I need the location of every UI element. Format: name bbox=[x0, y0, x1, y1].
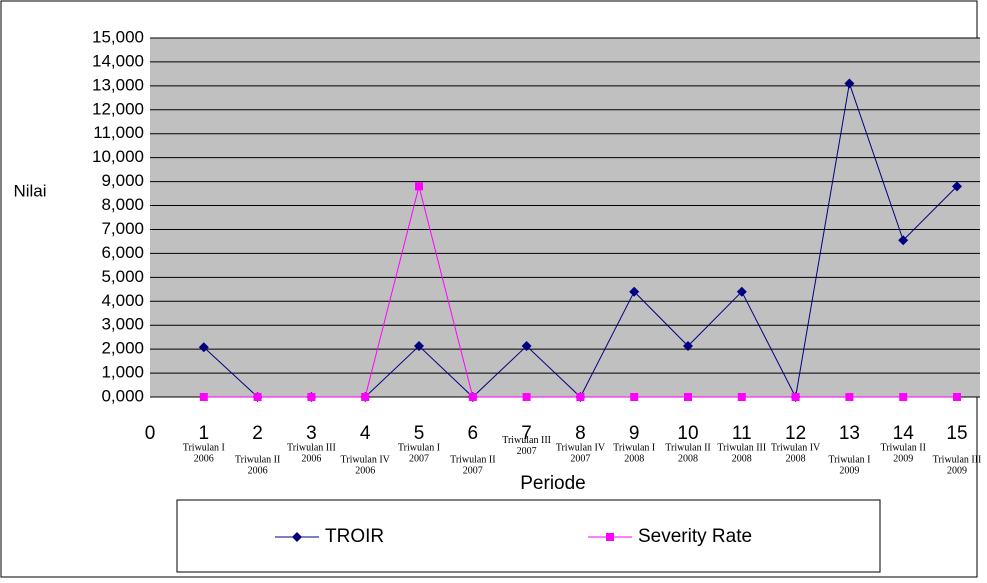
legend-marker bbox=[606, 533, 614, 541]
point bbox=[629, 286, 640, 297]
period-label: Triwulan IV bbox=[556, 442, 606, 453]
y-axis-title: Nilai bbox=[13, 181, 46, 200]
point bbox=[736, 286, 747, 297]
period-label: Triwulan I bbox=[613, 442, 655, 453]
period-label: 2007 bbox=[570, 453, 590, 464]
period-label: 2006 bbox=[355, 465, 375, 476]
y-tick-label: 14,000 bbox=[92, 51, 144, 70]
period-label: 2006 bbox=[248, 465, 268, 476]
period-label: Triwulan III bbox=[717, 442, 766, 453]
point bbox=[844, 78, 855, 89]
y-tick-label: 2,000 bbox=[101, 339, 144, 358]
period-label: 2006 bbox=[194, 453, 214, 464]
legend-label: Severity Rate bbox=[638, 526, 752, 547]
x-axis-title: Periode bbox=[520, 473, 586, 494]
y-tick-label: 10,000 bbox=[92, 147, 144, 166]
x-tick-label: 10 bbox=[677, 423, 698, 444]
x-tick-label: 1 bbox=[199, 423, 210, 444]
period-label: 2008 bbox=[678, 453, 698, 464]
y-tick-label: 4,000 bbox=[101, 291, 144, 310]
point bbox=[468, 393, 477, 401]
y-tick-label: 0,000 bbox=[101, 386, 144, 405]
x-tick-label: 9 bbox=[629, 423, 640, 444]
y-tick-label: 8,000 bbox=[101, 195, 144, 214]
point bbox=[361, 393, 370, 401]
x-tick-label: 13 bbox=[839, 423, 860, 444]
x-tick-label: 0 bbox=[145, 423, 156, 444]
period-label: 2008 bbox=[624, 453, 644, 464]
x-tick-label: 8 bbox=[575, 423, 586, 444]
x-tick-label: 4 bbox=[360, 423, 371, 444]
y-tick-label: 11,000 bbox=[93, 123, 144, 142]
period-label: Triwulan I bbox=[183, 442, 225, 453]
point bbox=[737, 393, 746, 401]
x-tick-label: 7 bbox=[521, 423, 532, 444]
point bbox=[683, 341, 693, 352]
period-label: Triwulan III bbox=[933, 454, 982, 465]
point bbox=[414, 341, 424, 352]
x-tick-label: 12 bbox=[785, 423, 806, 444]
point bbox=[522, 393, 531, 401]
legend-marker bbox=[292, 532, 302, 542]
period-label: Triwulan III bbox=[287, 442, 336, 453]
plot-area bbox=[150, 38, 980, 397]
y-tick-label: 6,000 bbox=[101, 243, 144, 262]
period-label: 2009 bbox=[839, 465, 859, 476]
period-label: Triwulan II bbox=[450, 454, 495, 465]
period-label: Triwulan II bbox=[235, 454, 280, 465]
y-tick-label: 12,000 bbox=[92, 99, 144, 118]
point bbox=[576, 393, 585, 401]
y-tick-label: 9,000 bbox=[101, 171, 144, 190]
point bbox=[684, 393, 692, 401]
period-label: Triwulan II bbox=[665, 442, 710, 453]
point bbox=[953, 393, 961, 401]
period-label: 2007 bbox=[517, 446, 537, 457]
point bbox=[791, 393, 800, 401]
period-label: 2008 bbox=[786, 453, 806, 464]
point bbox=[521, 341, 532, 352]
x-tick-label: 2 bbox=[252, 423, 263, 444]
period-label: 2009 bbox=[947, 465, 967, 476]
period-label: Triwulan I bbox=[828, 454, 870, 465]
point bbox=[952, 181, 962, 192]
y-tick-label: 15,000 bbox=[92, 27, 144, 46]
period-label: Triwulan III bbox=[502, 435, 551, 446]
point bbox=[199, 393, 208, 401]
y-tick-label: 7,000 bbox=[101, 219, 144, 238]
x-tick-label: 15 bbox=[946, 423, 967, 444]
period-label: Triwulan I bbox=[398, 442, 440, 453]
period-label: Triwulan IV bbox=[771, 442, 821, 453]
point bbox=[845, 393, 854, 401]
x-tick-label: 14 bbox=[893, 423, 915, 444]
x-tick-label: 6 bbox=[468, 423, 479, 444]
x-tick-label: 11 bbox=[732, 423, 752, 444]
period-label: 2007 bbox=[409, 453, 429, 464]
point bbox=[898, 235, 909, 246]
x-tick-label: 5 bbox=[414, 423, 425, 444]
y-tick-label: 5,000 bbox=[101, 267, 144, 286]
point bbox=[307, 393, 316, 401]
period-label: 2008 bbox=[732, 453, 752, 464]
point bbox=[899, 393, 908, 401]
period-label: 2006 bbox=[301, 453, 321, 464]
y-tick-label: 1,000 bbox=[101, 363, 144, 382]
y-tick-label: 3,000 bbox=[101, 315, 144, 334]
point bbox=[415, 182, 423, 191]
legend bbox=[176, 499, 881, 573]
period-label: Triwulan IV bbox=[341, 454, 391, 465]
point bbox=[198, 342, 209, 353]
period-label: 2009 bbox=[893, 453, 913, 464]
point bbox=[630, 393, 639, 401]
period-label: Triwulan II bbox=[880, 442, 925, 453]
y-tick-label: 13,000 bbox=[92, 75, 144, 94]
legend-label: TROIR bbox=[325, 526, 384, 547]
x-tick-label: 3 bbox=[306, 423, 317, 444]
point bbox=[253, 393, 262, 401]
period-label: 2007 bbox=[463, 465, 483, 476]
